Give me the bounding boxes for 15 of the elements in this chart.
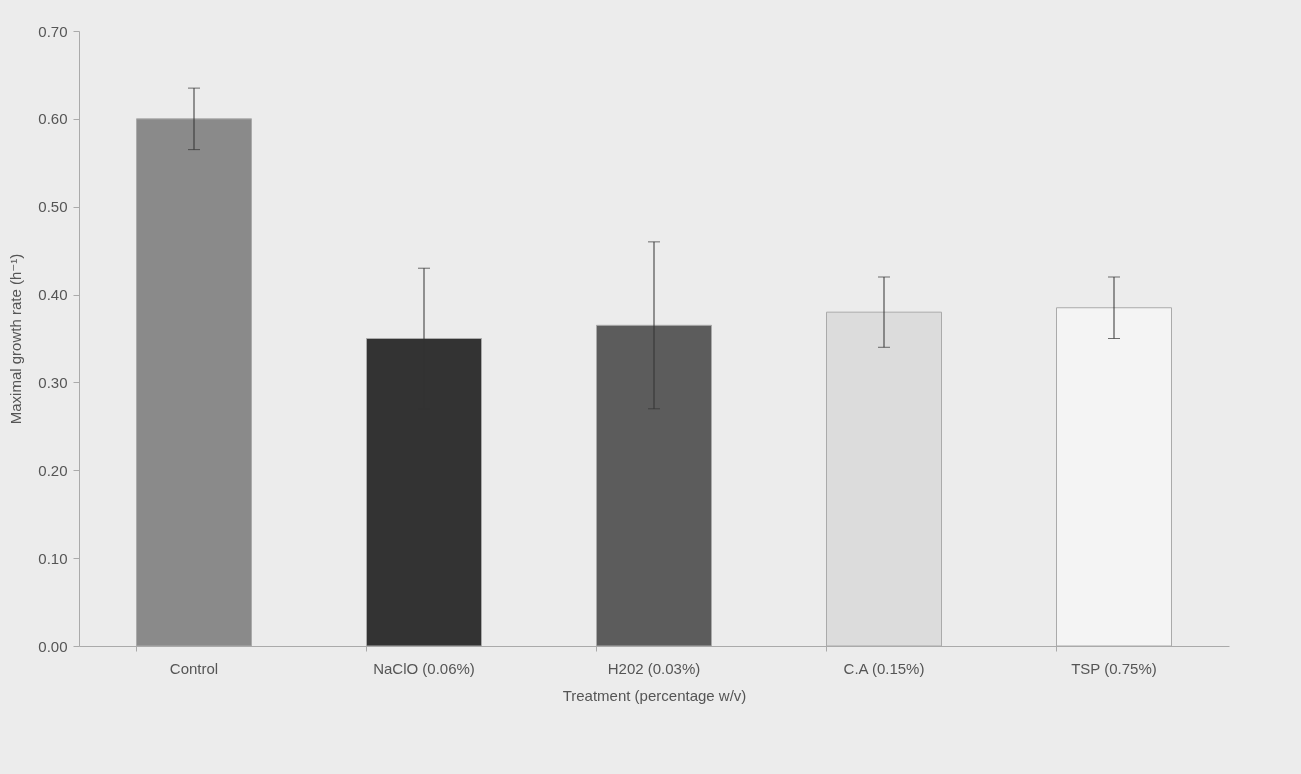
y-tick-label: 0.60	[38, 110, 68, 128]
x-tick-label: TSP (0.75%)	[1071, 659, 1157, 677]
y-tick-label: 0.20	[38, 461, 68, 479]
y-tick-label: 0.40	[38, 286, 68, 304]
x-axis-title: Treatment (percentage w/v)	[562, 686, 747, 704]
x-tick-label: H202 (0.03%)	[607, 659, 701, 677]
x-tick-label: NaClO (0.06%)	[373, 659, 475, 677]
y-tick-label: 0.70	[38, 22, 68, 40]
y-tick-label: 0.50	[38, 198, 68, 216]
y-axis-title: Maximal growth rate (h⁻¹)	[7, 253, 25, 425]
y-tick-label: 0.30	[38, 373, 68, 391]
x-tick-label: C.A (0.15%)	[843, 659, 925, 677]
y-tick-label: 0.00	[38, 637, 68, 655]
x-tick-label: Control	[169, 659, 219, 677]
y-tick-label: 0.10	[38, 549, 68, 567]
